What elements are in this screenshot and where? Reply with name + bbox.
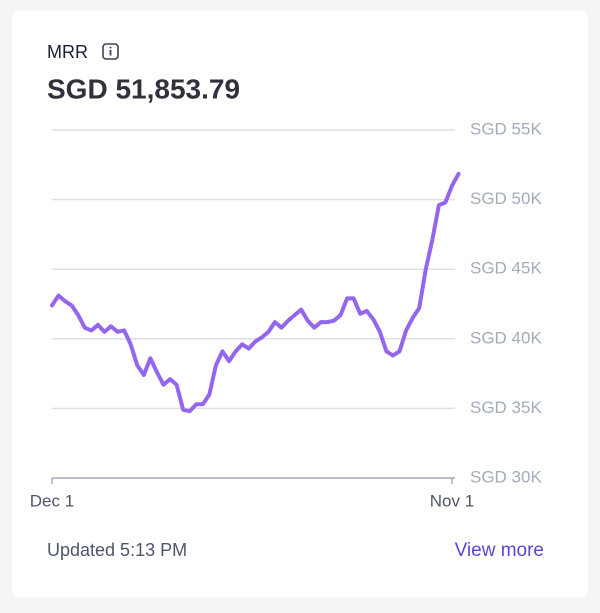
- y-tick-label: SGD 30K: [470, 467, 542, 486]
- info-icon[interactable]: [102, 43, 119, 60]
- x-tick-label: Dec 1: [30, 491, 74, 510]
- x-tick-label: Nov 1: [430, 491, 474, 510]
- updated-text: Updated 5:13 PM: [47, 540, 187, 560]
- y-tick-label: SGD 35K: [470, 398, 542, 417]
- line-series: [50, 171, 461, 414]
- metric-value: SGD 51,853.79: [47, 73, 240, 104]
- y-tick-label: SGD 45K: [470, 259, 542, 278]
- y-tick-label: SGD 50K: [470, 189, 542, 208]
- view-more-link[interactable]: View more: [455, 540, 544, 561]
- y-tick-label: SGD 55K: [470, 119, 542, 138]
- y-tick-label: SGD 40K: [470, 328, 542, 347]
- card: [12, 10, 588, 598]
- card-title: MRR: [47, 42, 88, 62]
